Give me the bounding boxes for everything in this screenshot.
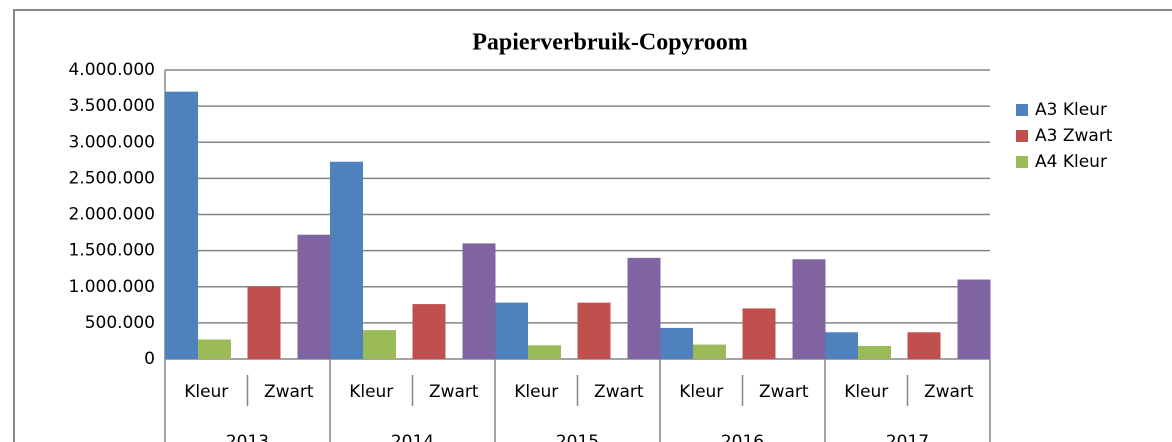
- bar: [825, 332, 858, 359]
- x-tick-label: Kleur: [844, 382, 888, 402]
- legend-swatch: [1016, 104, 1028, 116]
- y-tick-label: 500.000: [85, 313, 155, 333]
- group-label: 2015: [556, 432, 599, 442]
- group-label: 2016: [721, 432, 764, 442]
- y-tick-label: 1.000.000: [68, 277, 155, 297]
- bar: [165, 91, 198, 360]
- x-tick-label: Zwart: [429, 382, 479, 402]
- bar: [627, 257, 661, 359]
- x-tick-label: Kleur: [679, 382, 723, 402]
- y-tick-label: 3.000.000: [68, 132, 155, 152]
- y-tick-label: 0: [144, 349, 155, 369]
- group-label: 2014: [391, 432, 434, 442]
- legend-label: A3 Kleur: [1035, 100, 1107, 120]
- y-tick-label: 2.000.000: [68, 205, 155, 225]
- bar: [330, 161, 363, 359]
- x-tick-label: Kleur: [349, 382, 393, 402]
- x-tick-label: Zwart: [759, 382, 809, 402]
- bar: [577, 302, 611, 359]
- legend-swatch: [1016, 156, 1028, 168]
- bar: [957, 279, 991, 359]
- chart-title: Papierverbruik-Copyroom: [472, 30, 748, 56]
- bar: [792, 259, 826, 359]
- bar: [462, 243, 496, 359]
- y-tick-label: 2.500.000: [68, 168, 155, 188]
- x-tick-label: Zwart: [264, 382, 314, 402]
- legend-label: A3 Zwart: [1035, 126, 1113, 146]
- x-tick-label: Kleur: [184, 382, 228, 402]
- bar: [198, 339, 231, 359]
- legend-label: A4 Kleur: [1035, 152, 1107, 172]
- bar: [297, 234, 331, 359]
- bar: [858, 345, 891, 359]
- legend-swatch: [1016, 130, 1028, 142]
- bar: [528, 345, 561, 359]
- bar: [693, 344, 726, 359]
- x-tick-label: Kleur: [514, 382, 558, 402]
- y-tick-label: 4.000.000: [68, 60, 155, 80]
- group-label: 2013: [226, 432, 269, 442]
- bar: [742, 308, 776, 359]
- chart-frame: [13, 9, 1172, 442]
- bar: [660, 327, 693, 359]
- x-tick-label: Zwart: [924, 382, 974, 402]
- group-label: 2017: [886, 432, 929, 442]
- bar: [247, 286, 281, 359]
- y-tick-label: 3.500.000: [68, 96, 155, 116]
- bar: [495, 302, 528, 359]
- y-tick-label: 1.500.000: [68, 241, 155, 261]
- bar: [907, 332, 941, 359]
- x-tick-label: Zwart: [594, 382, 644, 402]
- bar: [363, 330, 396, 359]
- bar: [412, 304, 446, 359]
